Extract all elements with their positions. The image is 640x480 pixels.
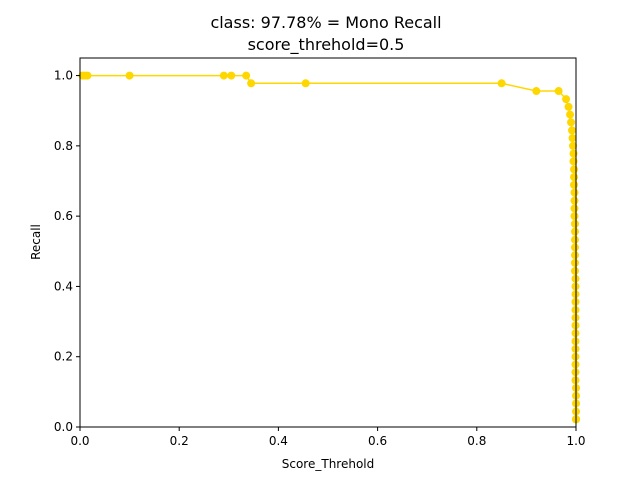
- y-tick-label: 0.2: [54, 350, 73, 364]
- data-point: [125, 71, 134, 80]
- data-point: [571, 219, 580, 228]
- data-point: [566, 110, 575, 119]
- data-point: [571, 227, 580, 236]
- data-point: [247, 79, 256, 88]
- data-point: [219, 71, 228, 80]
- series-points: [78, 71, 580, 424]
- series-line: [82, 74, 577, 420]
- data-point: [570, 173, 579, 182]
- recall-line: [82, 74, 577, 420]
- data-point: [568, 126, 577, 135]
- x-tick-label: 0.6: [368, 434, 387, 448]
- y-axis-label: Recall: [29, 224, 43, 260]
- data-point: [301, 79, 310, 88]
- data-point: [568, 134, 577, 143]
- x-tick-label: 0.0: [70, 434, 89, 448]
- data-point: [242, 71, 251, 80]
- data-point: [554, 87, 563, 96]
- chart-subtitle: score_threhold=0.5: [248, 35, 405, 55]
- y-tick-label: 0.4: [54, 279, 73, 293]
- data-point: [569, 141, 578, 150]
- data-point: [571, 266, 580, 275]
- data-point: [571, 258, 580, 267]
- data-point: [83, 71, 92, 80]
- y-tick-label: 0.8: [54, 139, 73, 153]
- data-point: [570, 204, 579, 213]
- y-axis-ticks: 0.0 0.2 0.4 0.6 0.8 1.0: [54, 69, 80, 434]
- data-point: [571, 243, 580, 252]
- x-tick-label: 0.4: [269, 434, 288, 448]
- data-point: [570, 188, 579, 197]
- data-point: [570, 212, 579, 221]
- chart-title: class: 97.78% = Mono Recall: [210, 13, 441, 32]
- data-point: [497, 79, 506, 88]
- data-point: [571, 251, 580, 260]
- x-axis-ticks: 0.0 0.2 0.4 0.6 0.8 1.0: [70, 427, 586, 448]
- data-point: [562, 95, 571, 104]
- data-point: [227, 71, 236, 80]
- data-point: [570, 180, 579, 189]
- data-point: [532, 87, 541, 96]
- x-tick-label: 0.8: [467, 434, 486, 448]
- data-point: [570, 196, 579, 205]
- y-tick-label: 0.6: [54, 209, 73, 223]
- x-tick-label: 1.0: [566, 434, 585, 448]
- data-point: [567, 118, 576, 127]
- x-axis-label: Score_Threhold: [282, 457, 375, 471]
- plot-frame: [79, 57, 577, 428]
- data-point: [570, 165, 579, 174]
- y-tick-label: 0.0: [54, 420, 73, 434]
- data-point: [564, 102, 573, 111]
- x-tick-label: 0.2: [170, 434, 189, 448]
- data-point: [571, 235, 580, 244]
- y-tick-label: 1.0: [54, 69, 73, 83]
